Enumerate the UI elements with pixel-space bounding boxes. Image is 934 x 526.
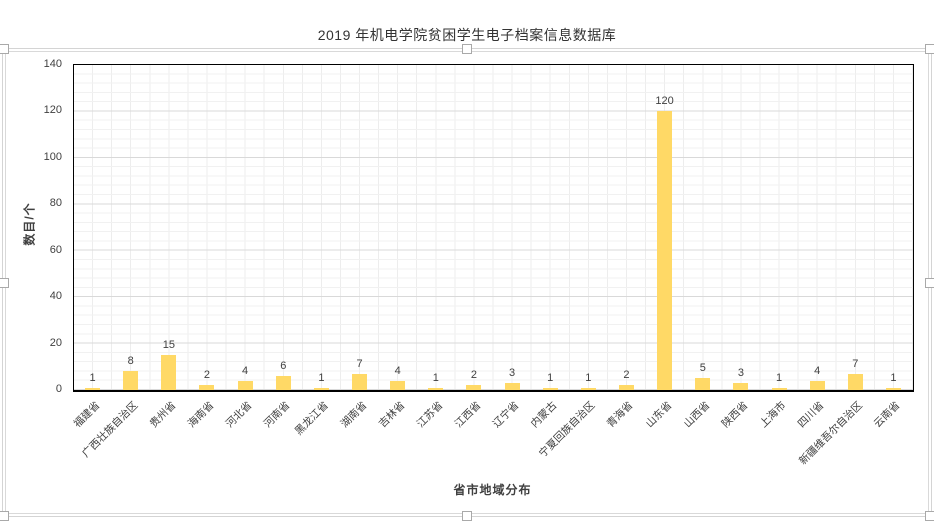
bar[interactable] <box>618 385 634 390</box>
x-axis-category-label: 海南省 <box>185 399 217 431</box>
x-axis-category-label: 四川省 <box>795 399 827 431</box>
bar-data-label: 3 <box>737 367 744 380</box>
x-axis-category-label: 云南省 <box>872 399 903 431</box>
bar[interactable] <box>352 373 368 390</box>
x-axis-category-label: 辽宁省 <box>490 399 522 431</box>
bar[interactable] <box>85 387 101 390</box>
selection-handle-middle-right[interactable] <box>925 278 934 288</box>
x-axis-category-label: 吉林省 <box>376 399 408 431</box>
bar-data-label: 4 <box>394 364 401 377</box>
y-axis-tick-label: 100 <box>43 150 62 163</box>
bar-data-label: 1 <box>547 371 554 384</box>
bar-data-label: 1 <box>890 371 897 384</box>
bar-data-label: 1 <box>318 371 325 384</box>
bar[interactable] <box>237 380 253 390</box>
x-axis-category-label: 贵州省 <box>147 399 179 431</box>
selection-handle-bottom-right[interactable] <box>925 511 934 521</box>
x-axis-category-label: 内蒙古 <box>528 399 560 431</box>
bar[interactable] <box>390 380 406 390</box>
bar-data-label: 15 <box>162 339 175 352</box>
bar-data-label: 2 <box>203 369 211 382</box>
y-axis-tick-label: 120 <box>43 104 62 117</box>
y-axis-tick-label: 40 <box>49 290 62 303</box>
bar[interactable] <box>313 387 329 390</box>
chart-title: 2019 年机电学院贫困学生电子档案信息数据库 <box>317 27 617 43</box>
x-axis-category-label: 上海市 <box>757 399 789 431</box>
bar[interactable] <box>733 383 749 390</box>
bar-data-label: 5 <box>699 362 706 375</box>
y-axis-tick-label: 20 <box>49 336 62 349</box>
x-axis-category-label: 陕西省 <box>719 399 751 431</box>
bar-data-label: 7 <box>356 357 363 370</box>
bar-data-label: 120 <box>655 95 674 108</box>
x-axis-category-label: 江苏省 <box>414 399 446 431</box>
x-axis-category-label: 福建省 <box>71 399 102 431</box>
bar-data-label: 2 <box>623 369 630 382</box>
bar-data-label: 2 <box>470 369 477 382</box>
y-axis-tick-label: 60 <box>49 243 62 256</box>
selection-handle-bottom-middle[interactable] <box>462 511 472 521</box>
bar[interactable] <box>771 387 787 390</box>
bar[interactable] <box>466 385 482 390</box>
bar-data-label: 4 <box>814 364 821 377</box>
x-axis-category-label: 山东省 <box>643 399 675 431</box>
bar-data-label: 3 <box>509 367 516 380</box>
bar[interactable] <box>847 373 863 390</box>
x-axis-category-label: 河北省 <box>223 399 255 431</box>
x-axis-category-label: 黑龙江省 <box>292 399 331 438</box>
bar-data-label: 1 <box>775 371 783 384</box>
x-axis-category-label: 山西省 <box>681 399 713 431</box>
x-axis-category-label: 河南省 <box>261 399 293 431</box>
bar[interactable] <box>123 371 139 390</box>
x-axis-labels: 福建省 广西壮族自治区 贵州省 海南省 河北省 河南省 黑龙江省 湖南省 吉林省 江苏省 江西省 辽宁… <box>71 392 912 482</box>
y-axis-tick-label: 0 <box>55 383 62 395</box>
bar-data-label: 1 <box>585 371 592 384</box>
bar[interactable] <box>695 378 711 390</box>
bar[interactable] <box>275 376 291 390</box>
bar[interactable] <box>428 387 444 390</box>
bar-data-label: 6 <box>280 360 287 373</box>
bar-data-label: 7 <box>852 357 859 370</box>
bar[interactable] <box>542 387 558 390</box>
x-axis-title: 省市地域分布 <box>453 483 532 497</box>
bar-data-label: 8 <box>127 355 134 368</box>
x-axis-category-label: 江西省 <box>452 399 484 431</box>
x-axis-category-label: 青海省 <box>605 399 636 431</box>
bar[interactable] <box>161 355 177 390</box>
selection-handle-top-right[interactable] <box>925 44 934 54</box>
bar[interactable] <box>199 385 215 390</box>
y-axis-tick-label: 80 <box>49 197 62 210</box>
bar-data-label: 4 <box>242 364 249 377</box>
y-axis-title: 数目/个 <box>22 202 37 246</box>
bar[interactable] <box>657 111 673 390</box>
y-axis-tick-label: 140 <box>43 58 62 70</box>
x-axis-category-label: 湖南省 <box>338 399 369 431</box>
bar-data-label: 1 <box>89 371 96 384</box>
bar[interactable] <box>580 387 596 390</box>
selection-handle-bottom-left[interactable] <box>0 511 9 521</box>
plot-area[interactable]: 1 8 15 2 4 6 1 7 4 1 2 3 1 1 2 120 5 3 1 4 7 1 <box>72 64 914 392</box>
bar[interactable] <box>504 383 520 390</box>
selection-handle-middle-left[interactable] <box>0 278 9 288</box>
bar-data-label: 1 <box>432 371 439 384</box>
bar[interactable] <box>885 387 901 390</box>
selection-handle-top-left[interactable] <box>0 44 9 54</box>
selection-handle-top-middle[interactable] <box>462 44 472 54</box>
bar[interactable] <box>809 380 825 390</box>
